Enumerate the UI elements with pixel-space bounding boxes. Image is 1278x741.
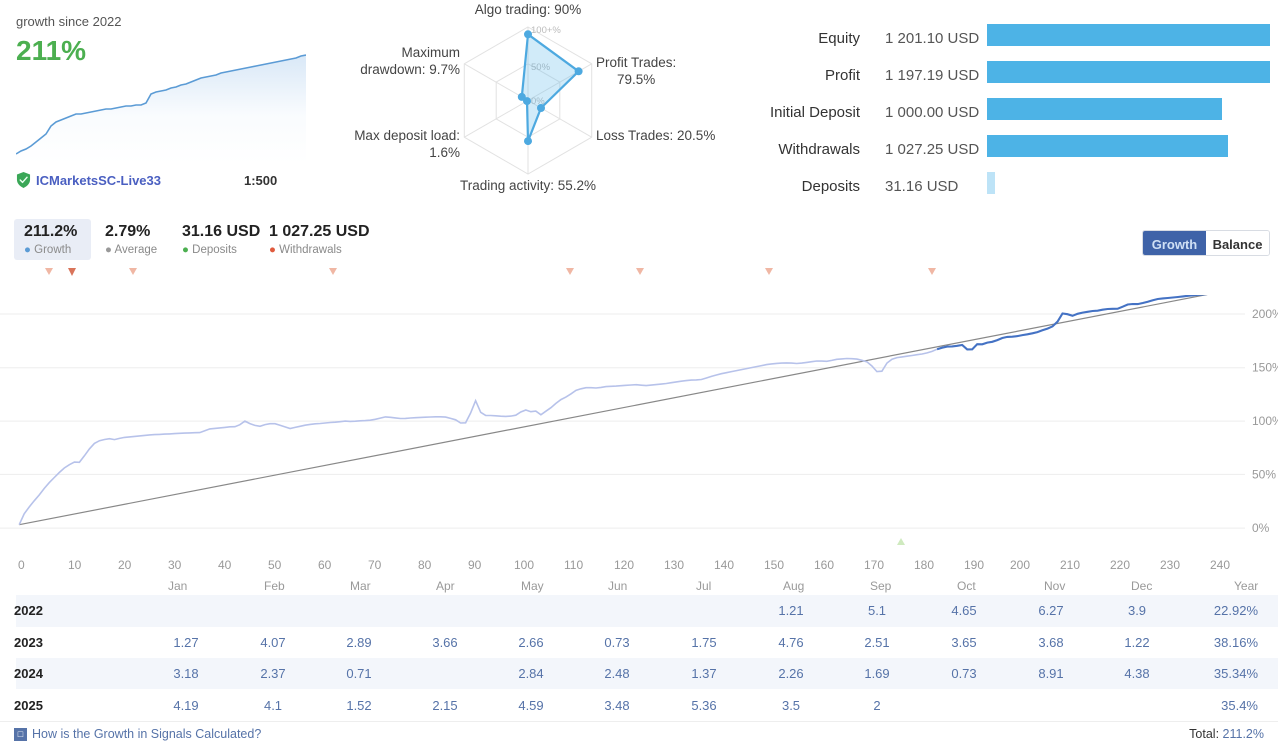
svg-text:200%: 200% — [1252, 307, 1278, 321]
svg-text:100%: 100% — [1252, 414, 1278, 428]
svg-text:0%: 0% — [1252, 521, 1270, 535]
svg-text:150%: 150% — [1252, 361, 1278, 375]
svg-text:50%: 50% — [1252, 467, 1276, 481]
